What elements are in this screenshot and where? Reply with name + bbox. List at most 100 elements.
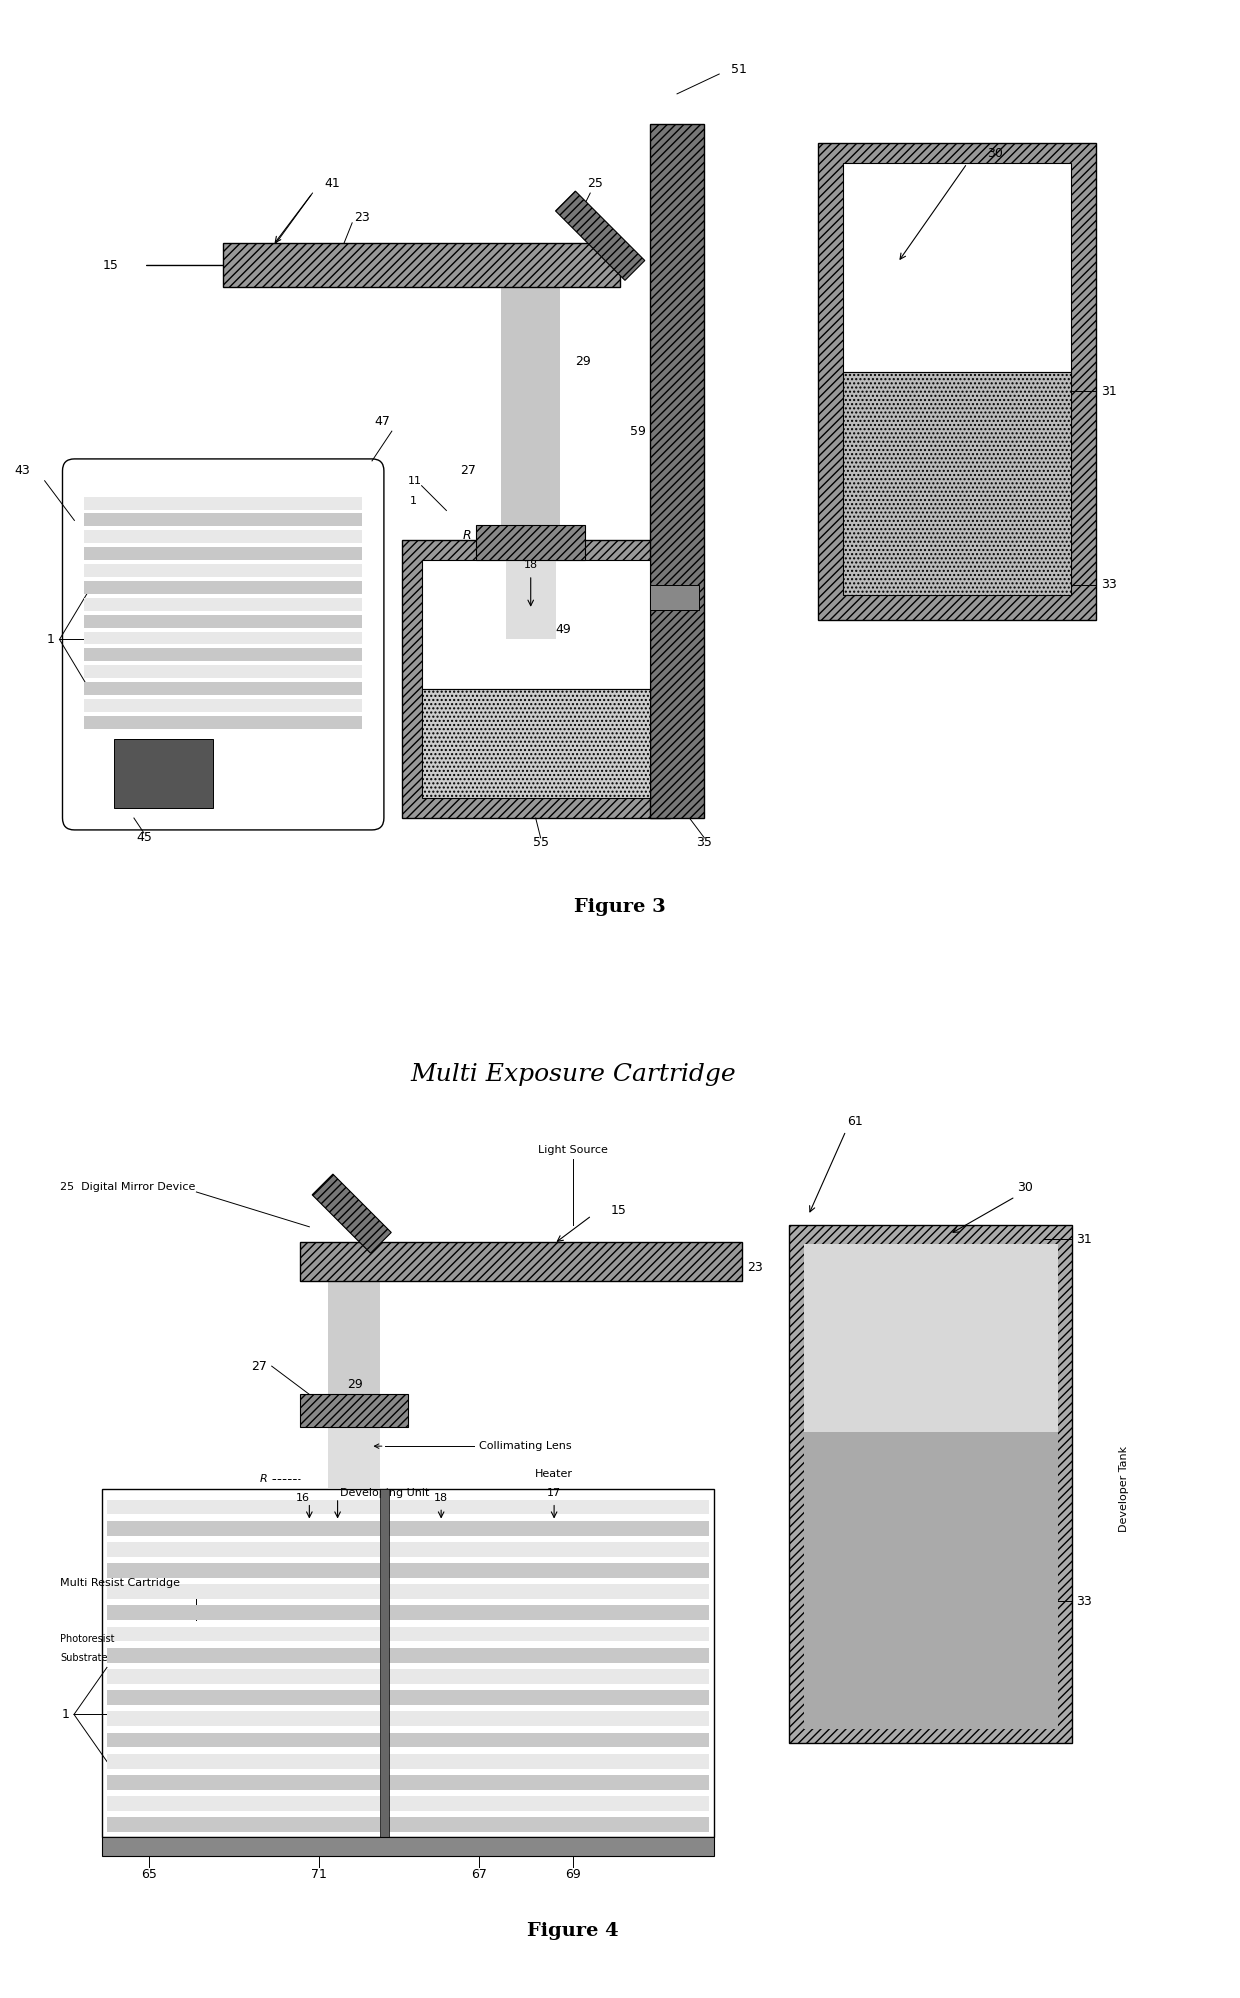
Bar <box>107 1542 379 1556</box>
Bar <box>389 1774 709 1790</box>
Bar <box>107 1712 379 1726</box>
Text: Figure 4: Figure 4 <box>527 1922 619 1940</box>
Bar <box>223 242 620 288</box>
FancyBboxPatch shape <box>62 460 384 829</box>
Bar <box>843 372 1071 595</box>
Bar <box>389 1648 709 1662</box>
Text: 31: 31 <box>1101 386 1117 398</box>
Bar <box>107 1818 379 1832</box>
Text: 33: 33 <box>1101 577 1117 591</box>
Bar <box>389 1754 709 1768</box>
Text: 17: 17 <box>547 1489 562 1498</box>
Bar <box>650 124 704 817</box>
Bar <box>107 1520 379 1536</box>
Text: 51: 51 <box>732 62 746 76</box>
Bar <box>389 1606 709 1620</box>
Bar <box>84 615 362 627</box>
Text: 29: 29 <box>347 1379 363 1391</box>
Text: 30: 30 <box>987 148 1003 160</box>
Bar <box>107 1626 379 1642</box>
Bar <box>84 563 362 577</box>
Text: 35: 35 <box>697 837 712 849</box>
Bar <box>107 1500 379 1514</box>
Bar <box>84 649 362 661</box>
Bar <box>476 525 585 559</box>
Text: Light Source: Light Source <box>538 1145 608 1155</box>
Text: 18: 18 <box>434 1493 448 1502</box>
Text: 61: 61 <box>847 1115 863 1129</box>
Text: Heater: Heater <box>536 1469 573 1479</box>
Text: 71: 71 <box>311 1868 326 1880</box>
Bar <box>389 1732 709 1748</box>
Bar <box>389 1584 709 1598</box>
Text: 30: 30 <box>1017 1181 1033 1193</box>
Text: 49: 49 <box>556 623 572 635</box>
Bar <box>650 585 699 609</box>
Bar <box>389 1542 709 1556</box>
Bar <box>84 699 362 711</box>
Bar <box>389 1690 709 1704</box>
Bar <box>84 681 362 695</box>
Text: Substrate: Substrate <box>60 1652 108 1662</box>
Text: R: R <box>259 1475 267 1485</box>
Bar <box>843 164 1071 372</box>
Text: 45: 45 <box>136 831 151 845</box>
Text: 67: 67 <box>471 1868 487 1880</box>
Text: 43: 43 <box>14 464 30 478</box>
Bar <box>107 1584 379 1598</box>
Bar <box>84 631 362 645</box>
Bar <box>107 1690 379 1704</box>
Bar <box>114 739 213 807</box>
Polygon shape <box>312 1175 392 1253</box>
Bar <box>84 581 362 593</box>
Bar <box>389 1668 709 1684</box>
Text: Multi Exposure Cartridge: Multi Exposure Cartridge <box>410 1063 735 1085</box>
Text: 69: 69 <box>565 1868 580 1880</box>
Text: 41: 41 <box>325 176 340 190</box>
Text: 23: 23 <box>355 212 370 224</box>
Bar <box>501 288 560 539</box>
Text: 31: 31 <box>1076 1233 1092 1245</box>
Bar <box>506 559 556 639</box>
Bar <box>107 1668 379 1684</box>
Text: 25: 25 <box>588 176 603 190</box>
Text: Developing Unit: Developing Unit <box>340 1489 429 1498</box>
Bar <box>107 1606 379 1620</box>
Text: 18: 18 <box>523 559 538 569</box>
Bar <box>107 1796 379 1810</box>
Text: Photoresist: Photoresist <box>60 1634 114 1644</box>
Bar <box>300 1395 408 1427</box>
Bar <box>329 1281 379 1405</box>
Bar <box>402 539 670 817</box>
Text: 55: 55 <box>533 837 548 849</box>
Text: 1: 1 <box>47 633 55 645</box>
Text: 29: 29 <box>575 356 591 368</box>
Bar <box>422 689 650 797</box>
Bar <box>107 1732 379 1748</box>
Bar <box>389 1796 709 1810</box>
Bar <box>790 1225 1071 1742</box>
Text: 11: 11 <box>408 476 422 486</box>
Bar <box>329 1427 379 1489</box>
Bar <box>389 1500 709 1514</box>
Text: 33: 33 <box>1076 1594 1092 1608</box>
Bar <box>84 665 362 677</box>
Bar <box>389 1562 709 1578</box>
Text: R: R <box>463 529 471 541</box>
Text: 25  Digital Mirror Device: 25 Digital Mirror Device <box>60 1183 195 1193</box>
Text: 15: 15 <box>610 1205 626 1217</box>
Text: 47: 47 <box>374 416 389 428</box>
Text: 27: 27 <box>460 464 476 478</box>
Text: 27: 27 <box>252 1359 267 1373</box>
Bar <box>389 1520 709 1536</box>
Bar <box>107 1648 379 1662</box>
Bar <box>84 529 362 543</box>
Bar <box>818 144 1096 619</box>
Bar <box>84 597 362 611</box>
Bar <box>84 498 362 509</box>
Polygon shape <box>556 192 645 280</box>
Bar <box>389 1712 709 1726</box>
Bar <box>102 1489 384 1836</box>
Text: 65: 65 <box>141 1868 157 1880</box>
Text: 59: 59 <box>630 426 646 438</box>
